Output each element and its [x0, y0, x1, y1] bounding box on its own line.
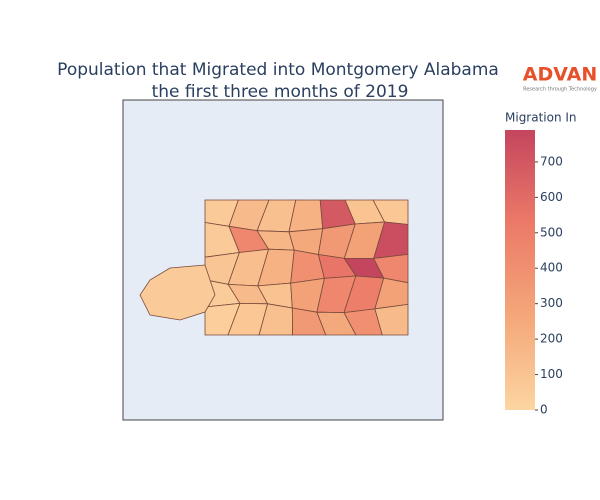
- region: [139, 264, 216, 321]
- colorbar-tick-label: 500: [540, 225, 563, 239]
- chart-title: Population that Migrated into Montgomery…: [57, 60, 499, 80]
- chart-subtitle: the first three months of 2019: [152, 82, 409, 102]
- region: [374, 303, 409, 336]
- colorbar-tick-label: 600: [540, 190, 563, 204]
- colorbar-tick-label: 300: [540, 296, 563, 310]
- colorbar: [505, 130, 535, 410]
- colorbar-title: Migration In: [505, 111, 577, 125]
- logo: ADVAN: [523, 64, 598, 86]
- map: [139, 199, 409, 336]
- colorbar-tick-label: 700: [540, 154, 563, 168]
- colorbar-tick-label: 400: [540, 261, 563, 275]
- colorbar-tick-label: 100: [540, 367, 563, 381]
- colorbar-tick-label: 0: [540, 403, 548, 417]
- logo-tagline: Research through Technology: [523, 87, 597, 93]
- colorbar-tick-label: 200: [540, 332, 563, 346]
